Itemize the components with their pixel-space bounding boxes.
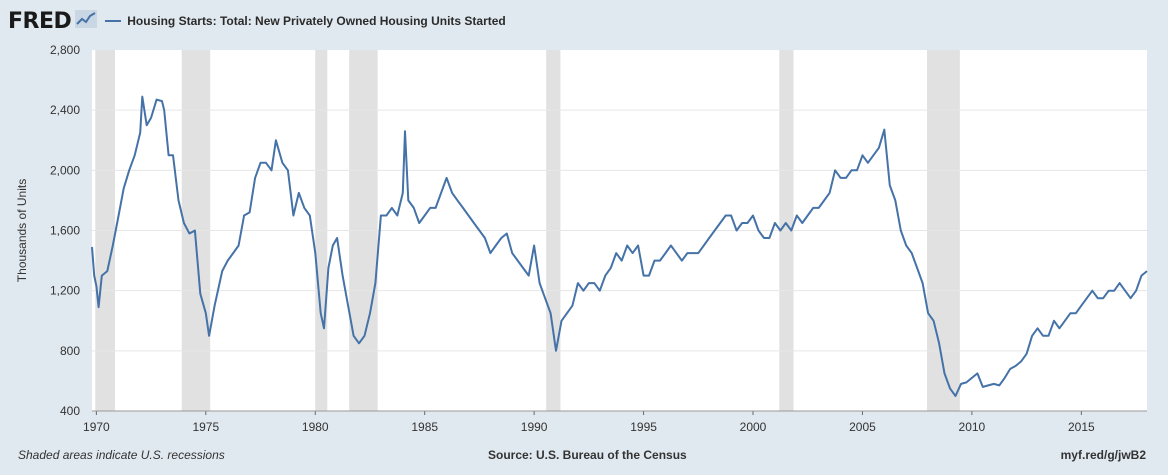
x-tick-label: 2010 (959, 420, 986, 434)
fred-logo[interactable]: FRED (8, 8, 72, 34)
source-note: Source: U.S. Bureau of the Census (488, 448, 687, 462)
y-axis-label: Thousands of Units (15, 179, 29, 282)
x-tick-label: 1970 (83, 420, 110, 434)
x-tick-label: 1980 (302, 420, 329, 434)
chart-header: FRED Housing Starts: Total: New Privatel… (8, 6, 506, 36)
chart-legend[interactable]: Housing Starts: Total: New Privately Own… (105, 14, 506, 28)
x-tick-label: 1995 (630, 420, 657, 434)
y-tick-label: 400 (60, 404, 80, 418)
y-tick-label: 2,000 (50, 163, 80, 177)
y-tick-label: 1,200 (50, 284, 80, 298)
x-tick-label: 2015 (1068, 420, 1095, 434)
chart-footer: Shaded areas indicate U.S. recessions So… (0, 448, 1168, 468)
y-tick-label: 2,800 (50, 43, 80, 57)
y-tick-label: 800 (60, 344, 80, 358)
series-line (91, 95, 1148, 397)
y-tick-label: 2,400 (50, 103, 80, 117)
short-link[interactable]: myf.red/g/jwB2 (1060, 448, 1146, 462)
x-tick-label: 2005 (849, 420, 876, 434)
x-tick-label: 1985 (411, 420, 438, 434)
recession-note: Shaded areas indicate U.S. recessions (18, 448, 225, 462)
y-tick-label: 1,600 (50, 224, 80, 238)
legend-series-label: Housing Starts: Total: New Privately Own… (127, 14, 506, 28)
x-tick-label: 1990 (521, 420, 548, 434)
legend-swatch (105, 20, 122, 22)
x-tick-label: 2000 (740, 420, 767, 434)
line-chart-icon (75, 9, 98, 33)
x-tick-label: 1975 (192, 420, 219, 434)
